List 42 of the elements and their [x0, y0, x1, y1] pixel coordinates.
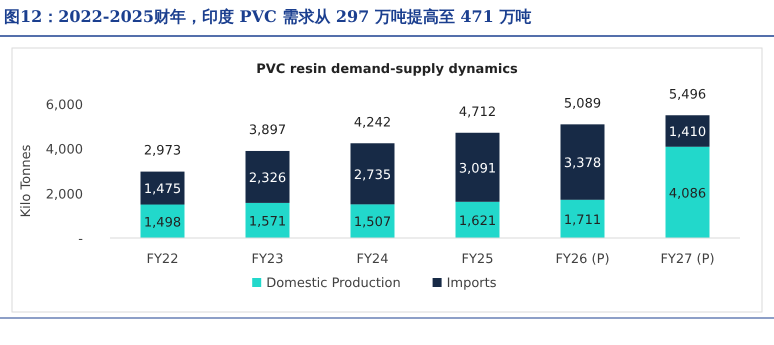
x-tick-label: FY22 [146, 252, 178, 267]
chart-subtitle: PVC resin demand-supply dynamics [256, 62, 518, 77]
y-axis-title: Kilo Tonnes [19, 144, 34, 218]
data-label: 3,091 [458, 161, 496, 176]
total-label: 4,242 [354, 115, 392, 130]
bar [560, 124, 604, 200]
bar [246, 150, 290, 203]
x-tick-label: FY24 [356, 252, 388, 267]
data-label: 1,711 [564, 212, 602, 228]
bar [456, 202, 500, 238]
y-tick-label: 6,000 [46, 98, 83, 113]
data-label: 2,326 [248, 170, 286, 186]
data-label: 1,571 [248, 214, 286, 230]
x-tick-label: FY23 [252, 252, 284, 267]
bar [350, 143, 394, 204]
data-label: 1,507 [354, 215, 392, 230]
bar [140, 172, 184, 205]
total-label: 5,496 [668, 87, 706, 102]
data-label: 2,735 [354, 168, 392, 183]
total-label: 4,712 [458, 104, 496, 120]
x-tick-label: FY27 (P) [660, 252, 715, 267]
y-tick-label: 2,000 [46, 187, 83, 202]
data-label: 3,378 [564, 156, 602, 172]
data-label: 4,086 [668, 186, 706, 202]
bar [246, 202, 290, 238]
bar [560, 200, 604, 238]
legend-label: Imports [446, 276, 497, 291]
y-tick-label: - [78, 232, 84, 247]
total-label: 2,973 [144, 144, 182, 159]
data-label: 1,410 [668, 125, 706, 140]
y-tick-label: 4,000 [46, 142, 83, 158]
bar [666, 146, 710, 238]
data-label: 1,498 [144, 215, 182, 230]
x-tick-label: FY25 [462, 252, 494, 267]
chart-title: 图12：2022-2025财年，印度 PVC 需求从 297 万吨提高至 471 万吨 [4, 7, 532, 26]
total-label: 3,897 [248, 122, 286, 138]
data-label: 1,475 [144, 182, 182, 198]
x-tick-label: FY26 (P) [555, 252, 610, 267]
legend-label: Domestic Production [266, 276, 401, 291]
bar [456, 132, 500, 202]
data-label: 1,621 [458, 214, 496, 229]
total-label: 5,089 [564, 96, 602, 112]
